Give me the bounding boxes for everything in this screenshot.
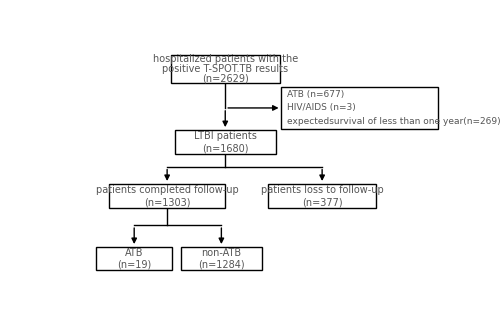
Text: (n=19): (n=19) — [117, 259, 152, 269]
Text: patients completed follow-up: patients completed follow-up — [96, 185, 238, 195]
FancyBboxPatch shape — [180, 247, 262, 270]
Text: patients loss to follow-up: patients loss to follow-up — [261, 185, 384, 195]
FancyBboxPatch shape — [109, 184, 226, 208]
Text: LTBI patients: LTBI patients — [194, 131, 256, 141]
FancyBboxPatch shape — [171, 55, 280, 83]
Text: HIV/AIDS (n=3): HIV/AIDS (n=3) — [287, 103, 356, 113]
Text: (n=1680): (n=1680) — [202, 143, 248, 153]
Text: (n=2629): (n=2629) — [202, 73, 248, 83]
Text: (n=377): (n=377) — [302, 197, 343, 207]
FancyBboxPatch shape — [96, 247, 172, 270]
FancyBboxPatch shape — [175, 130, 276, 155]
FancyBboxPatch shape — [282, 87, 438, 129]
Text: hospitalized patients with the: hospitalized patients with the — [152, 54, 298, 64]
Text: ATB (n=677): ATB (n=677) — [287, 90, 344, 99]
Text: positive T-SPOT.TB results: positive T-SPOT.TB results — [162, 64, 288, 74]
Text: (n=1284): (n=1284) — [198, 259, 244, 269]
Text: (n=1303): (n=1303) — [144, 197, 190, 207]
Text: non-ATB: non-ATB — [202, 248, 241, 258]
Text: expectedsurvival of less than one year(n=269): expectedsurvival of less than one year(n… — [287, 117, 500, 126]
Text: ATB: ATB — [125, 248, 144, 258]
FancyBboxPatch shape — [268, 184, 376, 208]
